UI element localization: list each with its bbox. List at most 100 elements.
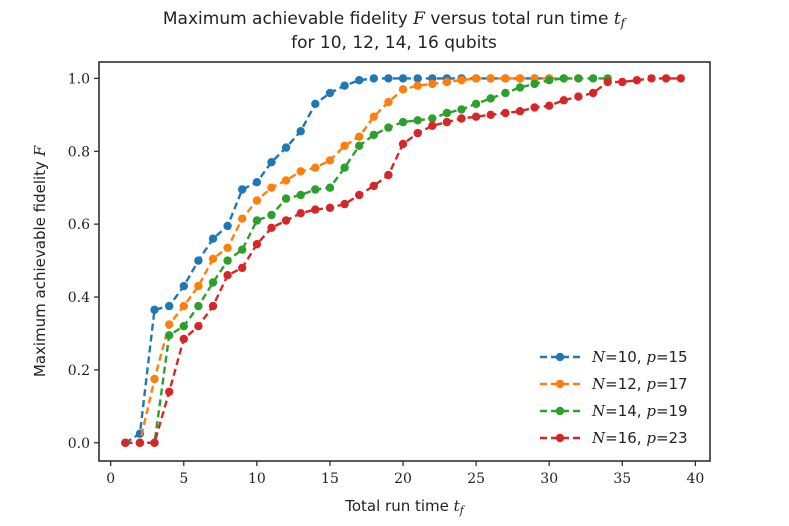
x-tick-label: 25: [467, 471, 485, 487]
data-point: [530, 79, 539, 89]
data-point: [340, 163, 349, 172]
data-point: [457, 76, 466, 85]
x-axis-label: Total run time tf: [344, 497, 465, 517]
legend-label: N=14, p=19: [591, 402, 688, 420]
data-point: [165, 387, 174, 396]
data-point: [325, 183, 335, 192]
data-point: [486, 110, 495, 120]
data-point: [165, 301, 174, 311]
legend: N=10, p=15 N=12, p=17 N=14, p=19 N=16, p=23: [540, 348, 688, 447]
y-tick-label: 0.8: [68, 144, 90, 160]
data-point: [223, 256, 232, 265]
data-point: [355, 76, 364, 85]
data-point: [194, 256, 203, 265]
data-point: [428, 114, 437, 123]
legend-marker: [555, 406, 565, 416]
data-point: [574, 74, 583, 83]
data-point: [252, 178, 262, 187]
x-tick-label: 40: [686, 471, 704, 487]
data-point: [369, 74, 378, 83]
y-tick-label: 0.0: [68, 436, 90, 452]
data-point: [238, 245, 247, 254]
legend-item: N=10, p=15: [540, 348, 688, 366]
data-point: [267, 210, 276, 220]
data-point: [398, 139, 408, 149]
data-point: [252, 216, 262, 225]
legend-label: N=16, p=23: [591, 429, 688, 447]
data-point: [296, 190, 305, 200]
y-tick-label: 0.2: [68, 363, 90, 379]
data-point: [208, 278, 218, 287]
data-point: [457, 114, 466, 123]
x-axis-ticks: 0 5 10 15 20 25 30 35 40: [106, 461, 704, 487]
data-point: [457, 105, 466, 114]
x-tick-label: 20: [394, 471, 412, 487]
legend-marker: [555, 433, 565, 443]
data-point: [442, 77, 452, 87]
data-point: [340, 81, 349, 90]
data-point: [165, 320, 174, 329]
data-point: [398, 74, 408, 83]
data-point: [340, 199, 349, 209]
data-point: [647, 74, 656, 83]
chart-title-line-2: for 10, 12, 14, 16 qubits: [291, 33, 497, 53]
data-point: [530, 103, 539, 112]
data-point: [486, 74, 495, 83]
data-point: [384, 123, 393, 132]
data-point: [588, 74, 598, 83]
data-point: [442, 117, 452, 127]
data-point: [471, 99, 481, 109]
chart-title: Maximum achievable fidelity F versus tot…: [163, 9, 628, 53]
data-point: [428, 79, 437, 89]
data-point: [150, 305, 159, 314]
data-point: [413, 81, 422, 90]
data-point: [471, 74, 481, 83]
x-tick-label: 10: [248, 471, 266, 487]
data-point: [208, 234, 218, 243]
data-point: [618, 77, 627, 87]
data-point: [223, 243, 232, 252]
data-point: [150, 438, 159, 447]
data-point: [311, 185, 320, 194]
data-point: [428, 121, 437, 130]
data-point: [515, 83, 525, 92]
data-point: [413, 116, 422, 125]
data-point: [267, 183, 276, 192]
data-point: [632, 76, 642, 85]
axes-frame: [98, 61, 711, 462]
data-point: [194, 322, 203, 331]
legend-item: N=16, p=23: [540, 429, 688, 447]
legend-label: N=10, p=15: [591, 348, 688, 366]
data-point: [325, 156, 335, 165]
series-line: [125, 77, 608, 444]
data-point: [442, 108, 452, 118]
y-axis-ticks: 0.0 0.2 0.4 0.6 0.8 1.0: [68, 71, 99, 452]
data-point: [179, 334, 188, 344]
data-point: [179, 281, 188, 291]
data-point: [545, 101, 554, 110]
data-point: [398, 117, 408, 127]
x-tick-label: 15: [321, 471, 339, 487]
data-point: [150, 374, 159, 384]
data-point: [340, 141, 349, 150]
data-point: [238, 214, 247, 223]
data-point: [223, 221, 232, 231]
data-point: [296, 167, 305, 176]
data-point: [121, 438, 130, 447]
plot-series: [121, 74, 685, 447]
data-point: [296, 209, 305, 218]
data-point: [135, 438, 145, 447]
data-point: [355, 190, 364, 200]
data-point: [311, 205, 320, 214]
data-point: [515, 74, 525, 83]
data-point: [545, 76, 554, 85]
data-point: [384, 97, 393, 107]
data-point: [486, 94, 495, 103]
data-point: [238, 185, 247, 194]
data-point: [501, 88, 510, 98]
data-point: [281, 216, 291, 225]
data-point: [267, 158, 276, 167]
series-2: [121, 74, 583, 447]
data-point: [588, 88, 598, 98]
data-point: [369, 130, 378, 140]
